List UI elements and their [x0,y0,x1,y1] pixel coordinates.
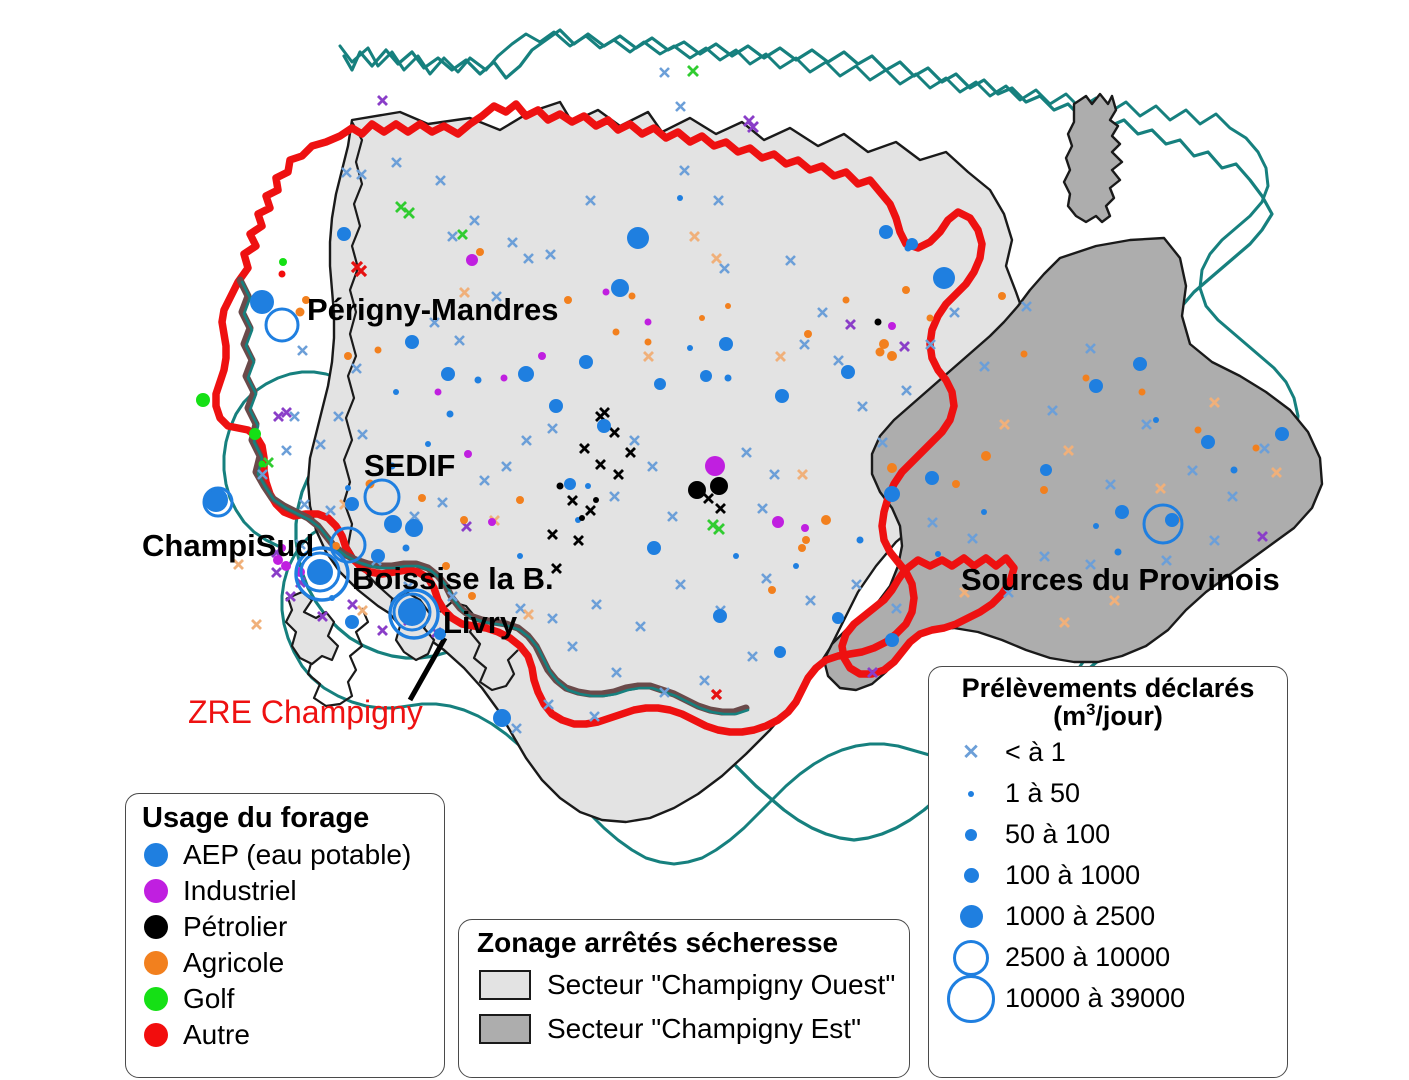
industriel-color-swatch [144,879,168,903]
legend-usage-label: Golf [183,983,235,1014]
legend-prelevements-item-1000-2500[interactable]: 1000 à 2500 [929,896,1287,937]
legend-usage-item-petrolier[interactable]: Pétrolier [126,909,444,945]
petrolier-color-swatch [144,915,168,939]
enclave-champisud [284,590,340,666]
map-label-zre-champigny: ZRE Champigny [188,694,423,730]
map-label-sedif: SEDIF [364,448,456,483]
legend-prelevements-item-lt-1[interactable]: ✕ < à 1 [929,732,1287,773]
legend-prelevements-item-2500-10000[interactable]: 2500 à 10000 [929,937,1287,978]
legend-usage-label: Agricole [183,947,285,978]
legend-prelevements-label: 100 à 1000 [1005,860,1141,891]
legend-usage-item-autre[interactable]: Autre [126,1017,444,1053]
legend-zonage-label: Secteur "Champigny Est" [547,1013,862,1044]
legend-zonage-item-champigny-ouest[interactable]: Secteur "Champigny Ouest" [459,963,909,1007]
map-label-sources-du-provinois: Sources du Provinois [961,562,1280,597]
zre-east-lobe [838,554,1018,678]
agricole-color-swatch [144,951,168,975]
sector-champigny-est-island [1062,92,1124,224]
legend-prelevements-unit-sup: 3 [1086,699,1096,719]
map-label-livry: Livry [443,605,518,640]
dot-icon [937,828,1005,841]
map-label-boissise-la-b: Boissise la B. [352,561,554,596]
legend-usage-item-agricole[interactable]: Agricole [126,945,444,981]
champigny-ouest-swatch [479,970,531,1000]
legend-usage-item-golf[interactable]: Golf [126,981,444,1017]
legend-usage-title: Usage du forage [142,802,370,834]
legend-zonage-title: Zonage arrêtés sécheresse [477,927,839,958]
legend-prelevements-label: < à 1 [1005,737,1066,768]
dot-icon [937,868,1005,884]
well-markers [196,65,1289,734]
cross-icon: ✕ [962,741,980,765]
legend-usage-label: Industriel [183,875,297,906]
golf-color-swatch [144,987,168,1011]
map-label-perigny-mandres: Périgny-Mandres [307,292,559,327]
legend-prelevements-unit-post: /jour) [1095,700,1163,731]
aep-color-swatch [144,843,168,867]
legend-usage-label: Autre [183,1019,250,1050]
legend-usage-label: Pétrolier [183,911,288,942]
large-dot-icon [937,905,1005,929]
legend-prelevements-item-1-50[interactable]: 1 à 50 [929,773,1287,814]
legend-zonage-label: Secteur "Champigny Ouest" [547,969,896,1000]
legend-prelevements-label: 1000 à 2500 [1005,901,1156,932]
champigny-est-swatch [479,1014,531,1044]
legend-prelevements-item-50-100[interactable]: 50 à 100 [929,814,1287,855]
large-ring-icon [937,974,1005,1023]
legend-prelevements-unit-pre: (m [1053,700,1087,731]
legend-prelevements-declares: Prélèvements déclarés (m3/jour) ✕ < à 1 … [928,666,1288,1078]
legend-usage-du-forage: Usage du forage AEP (eau potable) Indust… [125,793,445,1078]
legend-prelevements-label: 10000 à 39000 [1005,983,1186,1014]
legend-prelevements-label: 2500 à 10000 [1005,942,1171,973]
legend-prelevements-title: Prélèvements déclarés (m3/jour) [935,673,1281,731]
legend-zonage-arretes-secheresse: Zonage arrêtés sécheresse Secteur "Champ… [458,919,910,1078]
ring-icon [937,939,1005,976]
small-dot-icon [937,790,1005,797]
legend-usage-item-industriel[interactable]: Industriel [126,873,444,909]
legend-prelevements-item-10000-39000[interactable]: 10000 à 39000 [929,974,1287,1023]
autre-color-swatch [144,1023,168,1047]
legend-usage-label: AEP (eau potable) [183,839,412,870]
legend-usage-item-aep[interactable]: AEP (eau potable) [126,837,444,873]
legend-prelevements-item-100-1000[interactable]: 100 à 1000 [929,855,1287,896]
legend-prelevements-label: 50 à 100 [1005,819,1111,850]
legend-prelevements-label: 1 à 50 [1005,778,1081,809]
legend-zonage-item-champigny-est[interactable]: Secteur "Champigny Est" [459,1007,909,1051]
zre-leader-line [407,636,448,702]
legend-prelevements-title-line1: Prélèvements déclarés [961,673,1255,703]
map-label-champisud: ChampiSud [142,528,315,563]
